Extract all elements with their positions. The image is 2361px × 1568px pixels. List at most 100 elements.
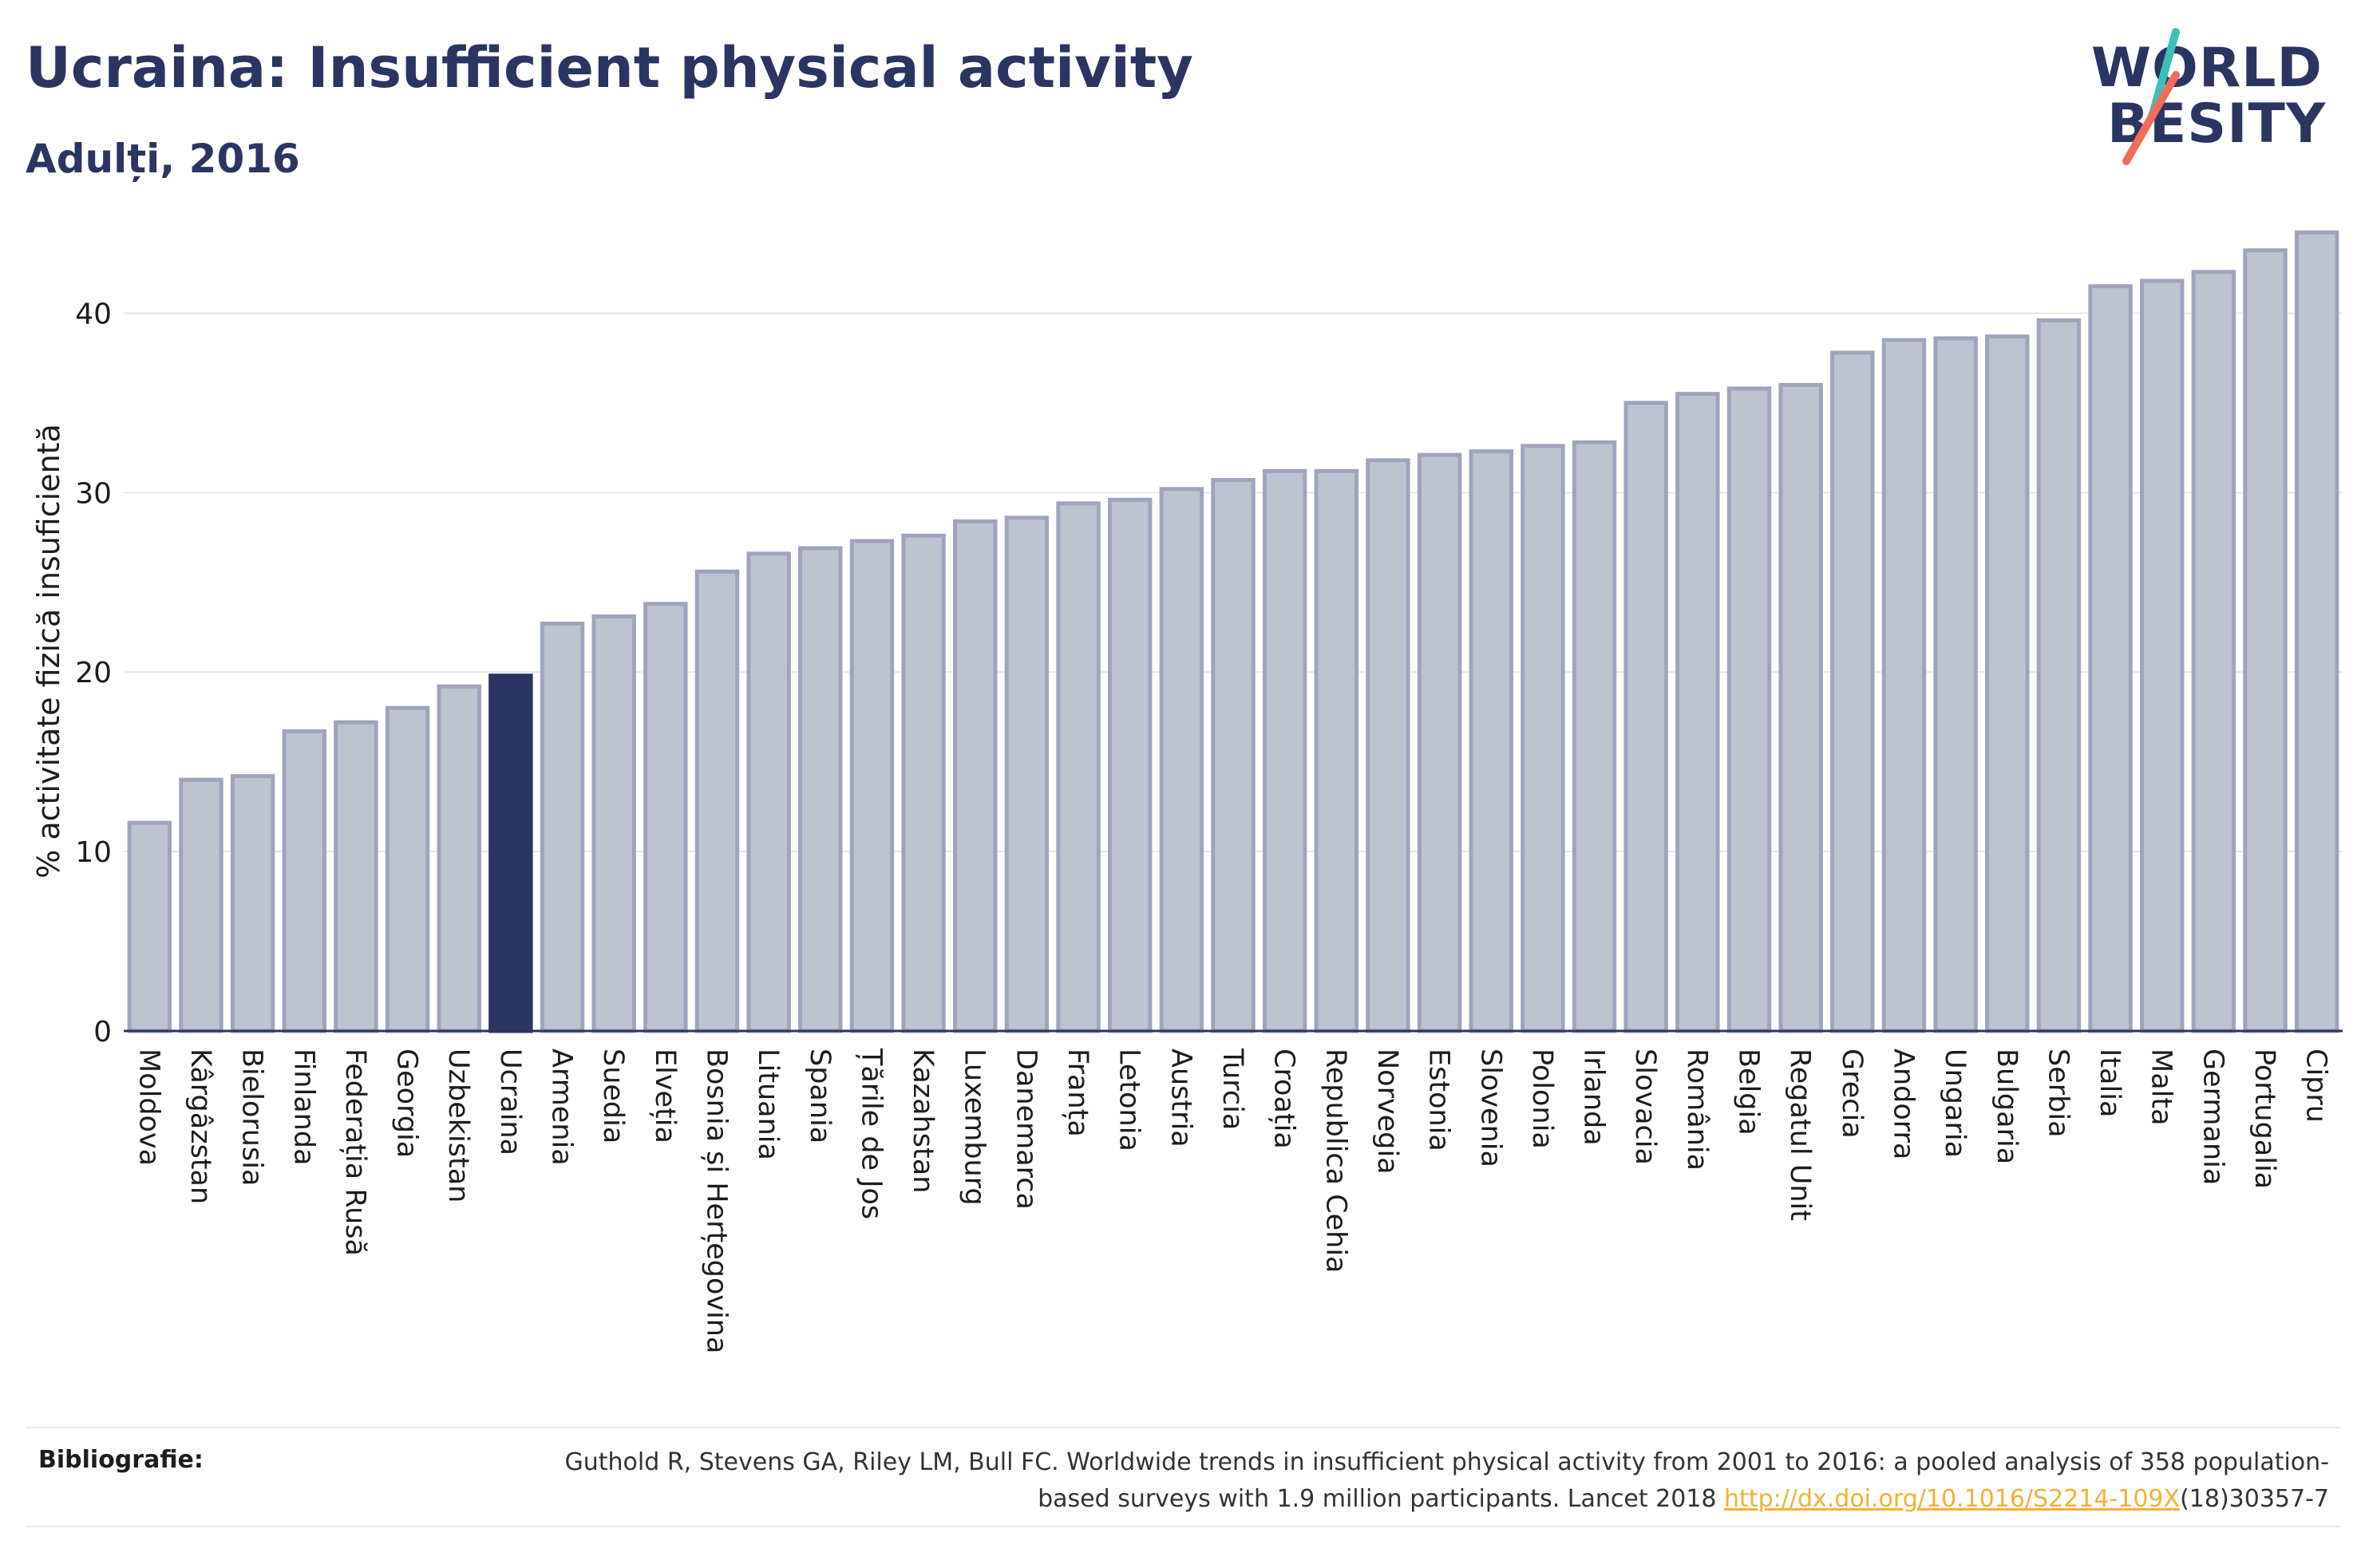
bar-Armenia [540, 622, 585, 1033]
x-tick-label: Estonia [1423, 1049, 1455, 1151]
y-tick-label: 10 [75, 836, 112, 869]
bar-Belgia [1726, 386, 1772, 1033]
y-tick-labels: 0 10 20 30 40 [75, 298, 112, 1049]
bar-România [1675, 392, 1720, 1033]
bar-Kazahstan [901, 533, 946, 1033]
bar-Norvegia [1366, 458, 1410, 1033]
y-axis-label: % activitate fizică insuficientă [31, 424, 66, 879]
references-citation: Guthold R, Stevens GA, Riley LM, Bull FC… [564, 1448, 2329, 1513]
bar-Țările de Jos [849, 539, 895, 1033]
references-bottom-rule [26, 1526, 2340, 1527]
x-tick-label: Andorra [1887, 1049, 1919, 1159]
x-tick-label: Polonia [1526, 1049, 1558, 1149]
x-tick-label: Malta [2145, 1049, 2177, 1126]
x-tick-label: Cipru [2300, 1049, 2332, 1123]
bar-Lituania [746, 551, 791, 1033]
chart-title: Ucraina: Insufficient physical activity [26, 35, 1193, 101]
x-tick-label: Kârgâzstan [184, 1049, 216, 1204]
bar-Finlanda [282, 729, 326, 1033]
x-tick-label: Norvegia [1371, 1049, 1403, 1175]
bar-Luxemburg [953, 519, 998, 1033]
x-tick-label: Georgia [391, 1049, 423, 1158]
x-tick-label: Slovacia [1629, 1049, 1661, 1165]
bar-Bosnia și Herțegovina [694, 569, 740, 1033]
x-tick-label: Armenia [546, 1049, 578, 1166]
x-tick-label: Croația [1268, 1049, 1300, 1149]
y-tick-label: 30 [75, 477, 112, 510]
x-tick-label: Țările de Jos [855, 1048, 887, 1219]
bar-Polonia [1521, 444, 1565, 1033]
bar-Spania [798, 546, 843, 1033]
bar-Franța [1056, 501, 1101, 1033]
bar-Bulgaria [1985, 334, 2030, 1033]
x-tick-label: Slovenia [1474, 1049, 1506, 1167]
bar-Andorra [1881, 338, 1927, 1033]
bar-Cipru [2294, 230, 2339, 1033]
x-tick-label: Irlanda [1578, 1049, 1610, 1146]
logo-line1: WORLD [2091, 37, 2323, 100]
x-tick-label: Elveția [649, 1049, 681, 1143]
x-tick-label: Bielorusia [236, 1049, 268, 1186]
bar-Austria [1159, 487, 1204, 1033]
x-tick-label: Lituania [752, 1049, 784, 1160]
x-tick-label: Austria [1165, 1049, 1196, 1147]
bar-Elveția [643, 602, 688, 1033]
bar-Ungaria [1933, 336, 1978, 1033]
bar-Uzbekistan [437, 684, 481, 1033]
bar-Republica Cehia [1314, 468, 1359, 1033]
bar-Danemarca [1004, 515, 1050, 1033]
bar-Georgia [385, 705, 430, 1033]
x-tick-label: Germania [2197, 1049, 2229, 1185]
bar-Kârgâzstan [179, 777, 223, 1033]
x-tick-label: Turcia [1216, 1048, 1248, 1130]
references-label: Bibliografie: [38, 1446, 204, 1474]
bar-Federația Rusă [334, 720, 378, 1033]
x-tick-label: Republica Cehia [1319, 1049, 1351, 1274]
x-tick-label: Bulgaria [1991, 1049, 2023, 1164]
bar-Grecia [1830, 350, 1875, 1033]
bar-Slovenia [1469, 449, 1513, 1033]
bar-Portugalia [2243, 248, 2288, 1033]
x-tick-label: Federația Rusă [339, 1049, 371, 1256]
bar-Serbia [2036, 318, 2082, 1033]
bar-Slovacia [1623, 401, 1668, 1033]
bar-Malta [2140, 278, 2185, 1033]
references-doi-link[interactable]: http://dx.doi.org/10.1016/S2214-109X [1724, 1485, 2181, 1513]
bar-Estonia [1417, 452, 1462, 1033]
bar-chart: 0 10 20 30 40 Moldova Kârgâzstan Bielorusia Fin… [31, 230, 2343, 1353]
x-tick-label: Ungaria [1939, 1049, 1971, 1158]
y-tick-label: 0 [93, 1016, 112, 1049]
x-tick-label: Suedia [597, 1049, 629, 1143]
bar-Suedia [591, 614, 636, 1033]
bar-Moldova [127, 820, 172, 1033]
x-tick-label: Luxemburg [959, 1049, 991, 1206]
x-tick-label: Bosnia și Herțegovina [700, 1049, 732, 1353]
references-text: Guthold R, Stevens GA, Riley LM, Bull FC… [493, 1444, 2329, 1518]
x-tick-label: Letonia [1113, 1049, 1145, 1151]
bar-Irlanda [1572, 440, 1617, 1033]
x-tick-label: România [1681, 1049, 1713, 1171]
references-top-rule [26, 1427, 2340, 1428]
x-tick-label: Belgia [1733, 1049, 1765, 1136]
bar-Letonia [1107, 497, 1153, 1033]
x-tick-label: Serbia [2042, 1049, 2074, 1138]
bar-Ucraina [488, 673, 533, 1033]
x-tick-label: Uzbekistan [442, 1049, 474, 1203]
x-tick-label: Moldova [132, 1049, 164, 1166]
bars [124, 230, 2343, 1033]
bar-Regatul Unit [1778, 382, 1823, 1033]
x-tick-label: Franța [1062, 1049, 1093, 1137]
bar-Bielorusia [230, 774, 275, 1033]
x-tick-labels: Moldova Kârgâzstan Bielorusia Finlanda Feder… [132, 1048, 2331, 1353]
x-tick-label: Regatul Unit [1784, 1049, 1816, 1221]
chart-subtitle: Adulți, 2016 [26, 136, 300, 182]
x-tick-label: Portugalia [2248, 1049, 2280, 1189]
x-tick-label: Spania [804, 1049, 836, 1143]
logo-slash-icon [2122, 28, 2180, 165]
bar-Croația [1262, 468, 1307, 1033]
x-tick-label: Grecia [1836, 1049, 1868, 1139]
x-tick-label: Danemarca [1010, 1049, 1042, 1210]
bar-Germania [2191, 270, 2236, 1033]
y-tick-label: 20 [75, 657, 112, 689]
world-obesity-logo: WORLD BESITY [2083, 27, 2347, 171]
